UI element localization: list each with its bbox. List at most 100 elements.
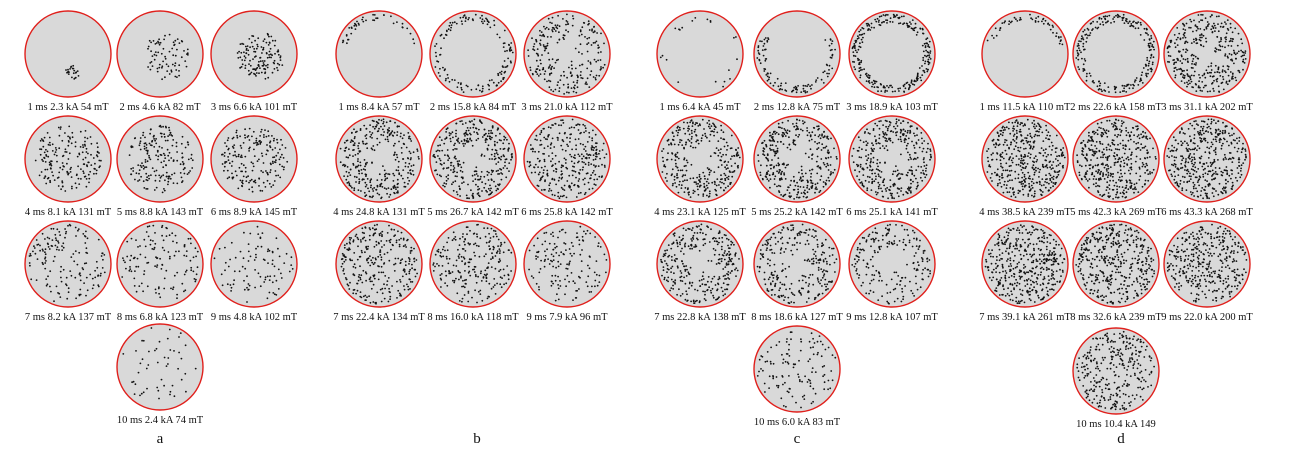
cathode-spot — [129, 266, 131, 268]
cathode-spot — [445, 29, 448, 32]
cathode-spot — [461, 285, 463, 288]
cathode-spot — [229, 258, 232, 261]
cathode-spot — [438, 264, 440, 267]
cathode-spot — [666, 249, 668, 252]
cathode-spot — [357, 145, 359, 147]
cathode-spot — [394, 142, 396, 145]
cathode-spot — [96, 142, 98, 145]
cathode-spot — [677, 131, 679, 134]
cathode-spot — [447, 237, 450, 239]
cathode-spot — [539, 39, 542, 42]
cathode-spot — [584, 163, 587, 166]
cathode-spot — [504, 136, 507, 139]
cathode-spot — [878, 142, 881, 145]
cathode-spot — [372, 190, 375, 192]
cathode-spot — [394, 121, 396, 124]
cathode-spot — [382, 128, 384, 131]
cathode-spot — [929, 158, 931, 161]
cathode-spot — [245, 52, 248, 55]
cathode-spot — [830, 156, 832, 158]
cathode-spot — [167, 357, 170, 359]
cathode-spot — [880, 15, 883, 17]
spot-frame-circle — [335, 10, 423, 98]
frame-label: 6 ms 8.9 kA 145 mT — [211, 207, 298, 218]
cathode-spot — [862, 174, 865, 177]
cathode-spot — [86, 237, 89, 240]
cathode-spot — [866, 166, 869, 169]
cathode-spot — [371, 196, 373, 199]
cathode-spot — [473, 271, 476, 273]
cathode-spot — [672, 242, 675, 245]
cathode-spot — [852, 161, 855, 164]
cathode-spot — [869, 169, 871, 171]
cathode-spot — [174, 39, 177, 42]
cathode-spot — [769, 140, 772, 142]
cathode-spot — [265, 170, 267, 172]
cathode-spot — [163, 133, 166, 136]
cathode-spot — [384, 179, 386, 182]
cathode-spot — [465, 278, 467, 281]
cathode-spot — [482, 276, 485, 278]
cathode-spot — [804, 152, 807, 155]
cathode-spot — [577, 138, 580, 140]
cathode-spot — [72, 253, 75, 255]
cathode-spot — [758, 58, 761, 61]
cathode-spot — [531, 72, 534, 75]
cathode-spot — [479, 175, 482, 178]
cathode-spot — [260, 71, 263, 74]
cathode-spot — [447, 77, 449, 79]
cathode-spot — [927, 142, 929, 145]
cathode-spot — [823, 70, 826, 73]
cathode-spot — [413, 247, 415, 250]
cathode-spot — [575, 148, 577, 151]
cathode-spot — [671, 168, 674, 171]
cathode-spot — [66, 162, 68, 165]
cathode-spot — [691, 20, 694, 22]
cathode-spot — [176, 76, 178, 78]
cathode-spot — [685, 229, 687, 232]
cathode-spot — [672, 182, 674, 185]
cathode-spot — [529, 144, 532, 146]
cathode-spot — [902, 23, 904, 25]
cathode-spot — [877, 142, 880, 144]
cathode-spot — [567, 145, 569, 148]
cathode-spot — [411, 170, 414, 172]
cathode-spot — [562, 18, 564, 20]
cathode-spot — [596, 284, 599, 287]
cathode-spot — [471, 144, 474, 147]
cathode-spot — [359, 278, 362, 281]
cathode-spot — [373, 261, 376, 264]
cathode-spot — [573, 166, 575, 168]
cathode-spot — [154, 139, 157, 142]
cathode-spot — [710, 260, 713, 262]
cathode-spot — [711, 181, 714, 184]
cathode-spot — [278, 63, 281, 66]
cathode-spot — [570, 126, 573, 129]
cathode-spot — [279, 156, 282, 159]
cathode-spot — [811, 84, 813, 86]
cathode-spot — [175, 145, 178, 148]
cathode-spot — [176, 271, 179, 274]
cathode-spot — [556, 27, 559, 30]
cathode-spot — [703, 182, 705, 185]
cathode-spot — [587, 164, 590, 166]
cathode-spot — [271, 160, 274, 163]
cathode-spot — [82, 158, 85, 161]
cathode-spot — [589, 232, 592, 235]
cathode-spot — [438, 150, 441, 152]
cathode-spot — [253, 155, 256, 158]
cathode-spot — [708, 195, 711, 198]
cathode-spot — [466, 133, 469, 136]
cathode-spots — [659, 17, 738, 88]
cathode-spot — [884, 132, 887, 134]
cathode-spot — [506, 49, 508, 52]
cathode-spot — [534, 150, 536, 153]
cathode-spot — [588, 188, 591, 191]
cathode-spot — [364, 135, 367, 137]
cathode-spot — [564, 278, 566, 281]
cathode-spot — [393, 174, 396, 177]
cathode-spot — [234, 154, 237, 157]
cathode-spot — [369, 179, 372, 182]
cathode-spot — [883, 21, 886, 23]
cathode-spot — [771, 133, 774, 136]
